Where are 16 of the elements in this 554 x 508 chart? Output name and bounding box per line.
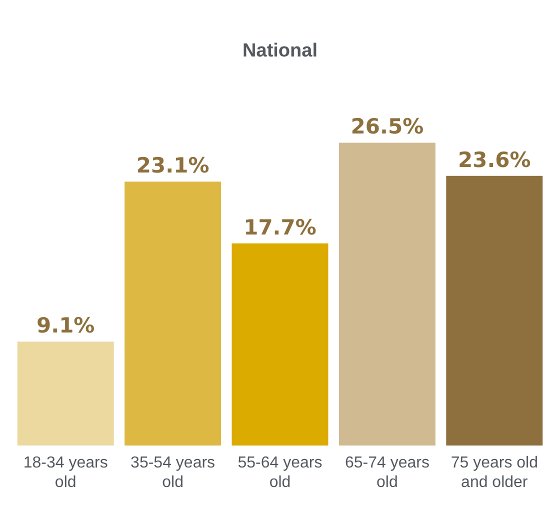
- bar: [17, 342, 114, 446]
- data-label: 23.6%: [458, 148, 531, 172]
- data-label: 23.1%: [136, 154, 210, 178]
- x-tick-label: 55-64 years old: [238, 454, 322, 491]
- x-tick-label: 35-54 years old: [130, 454, 216, 491]
- bar: [446, 176, 543, 446]
- chart-title: National: [242, 40, 318, 62]
- bar: [124, 182, 222, 446]
- bar: [338, 142, 436, 446]
- x-tick-label: 18-34 years old: [23, 454, 108, 491]
- data-label: 17.7%: [244, 215, 316, 240]
- data-label: 26.5%: [350, 114, 424, 139]
- x-tick-label: 65-74 years old: [344, 454, 430, 491]
- data-label: 9.1%: [36, 314, 95, 338]
- bar: [232, 243, 328, 446]
- x-tick-label: 75 years old and older: [450, 454, 538, 491]
